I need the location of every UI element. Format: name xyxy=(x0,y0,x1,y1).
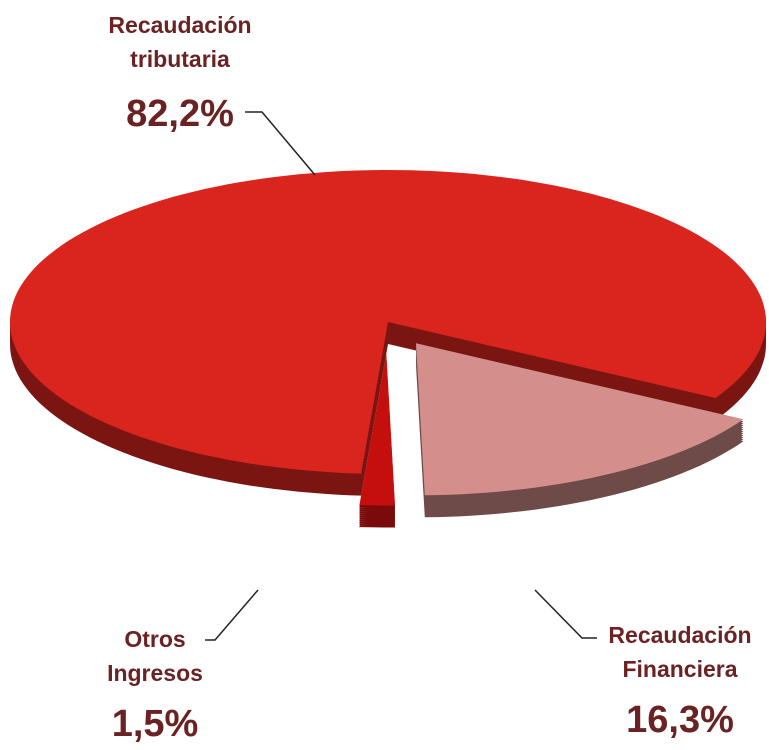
slice xyxy=(359,353,395,506)
category-label: Recaudación tributaria xyxy=(108,12,252,72)
leader-line xyxy=(205,589,259,641)
leader-line xyxy=(245,111,316,176)
slice xyxy=(10,170,766,474)
value-label: 82,2% xyxy=(126,93,234,135)
category-label: Recaudación Financiera xyxy=(608,622,752,682)
slice xyxy=(416,343,744,496)
value-label: 16,3% xyxy=(626,699,734,741)
leader-line xyxy=(534,589,597,639)
value-label: 1,5% xyxy=(111,703,199,745)
category-label: Otros Ingresos xyxy=(107,626,203,686)
